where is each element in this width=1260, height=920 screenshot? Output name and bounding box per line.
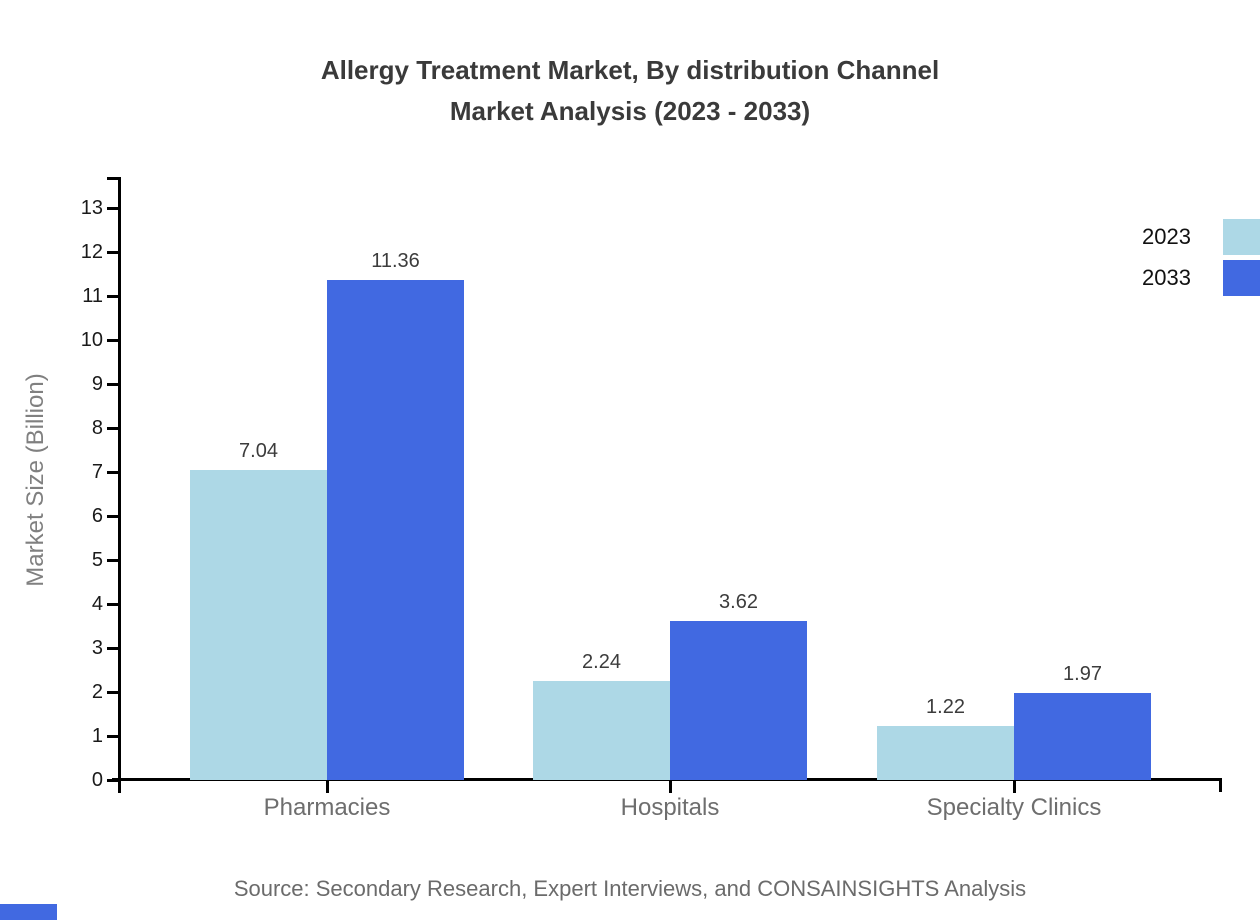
y-tick-label: 5 xyxy=(91,549,103,571)
bar-2023-specialty-clinics xyxy=(877,726,1014,780)
legend-label: 2023 xyxy=(1142,224,1191,249)
y-tick-label: 12 xyxy=(80,241,103,263)
y-tick-label: 6 xyxy=(91,505,103,527)
y-tick xyxy=(107,206,118,210)
value-label: 1.97 xyxy=(1063,663,1102,686)
x-tick xyxy=(325,781,329,793)
y-tick-label: 9 xyxy=(91,373,103,395)
legend-label: 2033 xyxy=(1142,265,1191,290)
value-label: 3.62 xyxy=(719,590,758,613)
y-tick-label: 1 xyxy=(91,725,103,747)
y-tick xyxy=(107,294,118,298)
x-axis-label-specialty-clinics: Specialty Clinics xyxy=(926,794,1102,821)
legend-swatch-2023 xyxy=(1223,219,1260,255)
y-tick xyxy=(107,250,118,254)
legend-swatch-2033 xyxy=(1223,260,1260,296)
value-label: 2.24 xyxy=(582,651,621,674)
y-axis-top-cap xyxy=(107,177,120,180)
legend-item: 2023 xyxy=(1142,219,1260,255)
x-axis-right-cap xyxy=(1219,778,1222,792)
bar-2033-hospitals xyxy=(670,620,807,780)
chart-title-line1: Allergy Treatment Market, By distributio… xyxy=(320,55,940,85)
y-tick xyxy=(107,690,118,694)
y-tick-label: 13 xyxy=(80,197,103,219)
x-tick xyxy=(668,781,672,793)
logo-fragment xyxy=(0,904,57,920)
y-tick-label: 0 xyxy=(91,769,103,791)
bar-2023-pharmacies xyxy=(190,470,327,780)
y-axis-line xyxy=(118,177,121,793)
y-tick xyxy=(107,734,118,738)
bar-2033-specialty-clinics xyxy=(1014,693,1151,780)
y-tick xyxy=(107,338,118,342)
source-note: Source: Secondary Research, Expert Inter… xyxy=(233,876,1027,901)
legend-item: 2033 xyxy=(1142,260,1260,296)
legend: 2023 2033 xyxy=(1142,219,1260,296)
y-tick-label: 10 xyxy=(80,329,103,351)
x-axis-label-hospitals: Hospitals xyxy=(620,794,720,821)
y-tick-label: 2 xyxy=(91,681,103,703)
y-tick xyxy=(107,426,118,430)
y-tick xyxy=(107,558,118,562)
value-label: 1.22 xyxy=(926,696,965,719)
y-tick xyxy=(107,470,118,474)
y-tick xyxy=(107,514,118,518)
y-tick xyxy=(107,778,118,782)
bar-2023-hospitals xyxy=(533,681,670,780)
x-axis-label-pharmacies: Pharmacies xyxy=(263,794,391,821)
bar-2033-pharmacies xyxy=(327,280,464,780)
y-tick-label: 4 xyxy=(91,593,103,615)
y-tick-label: 8 xyxy=(91,417,103,439)
y-tick xyxy=(107,602,118,606)
chart-title: Allergy Treatment Market, By distributio… xyxy=(0,50,1260,132)
value-label: 7.04 xyxy=(239,440,278,463)
y-tick-label: 11 xyxy=(82,285,103,307)
chart-title-line2: Market Analysis (2023 - 2033) xyxy=(449,96,811,126)
y-tick xyxy=(107,382,118,386)
y-tick xyxy=(107,646,118,650)
x-tick xyxy=(1012,781,1016,793)
y-tick-label: 3 xyxy=(91,637,103,659)
y-tick-label: 7 xyxy=(91,461,103,483)
value-label: 11.36 xyxy=(371,250,420,273)
